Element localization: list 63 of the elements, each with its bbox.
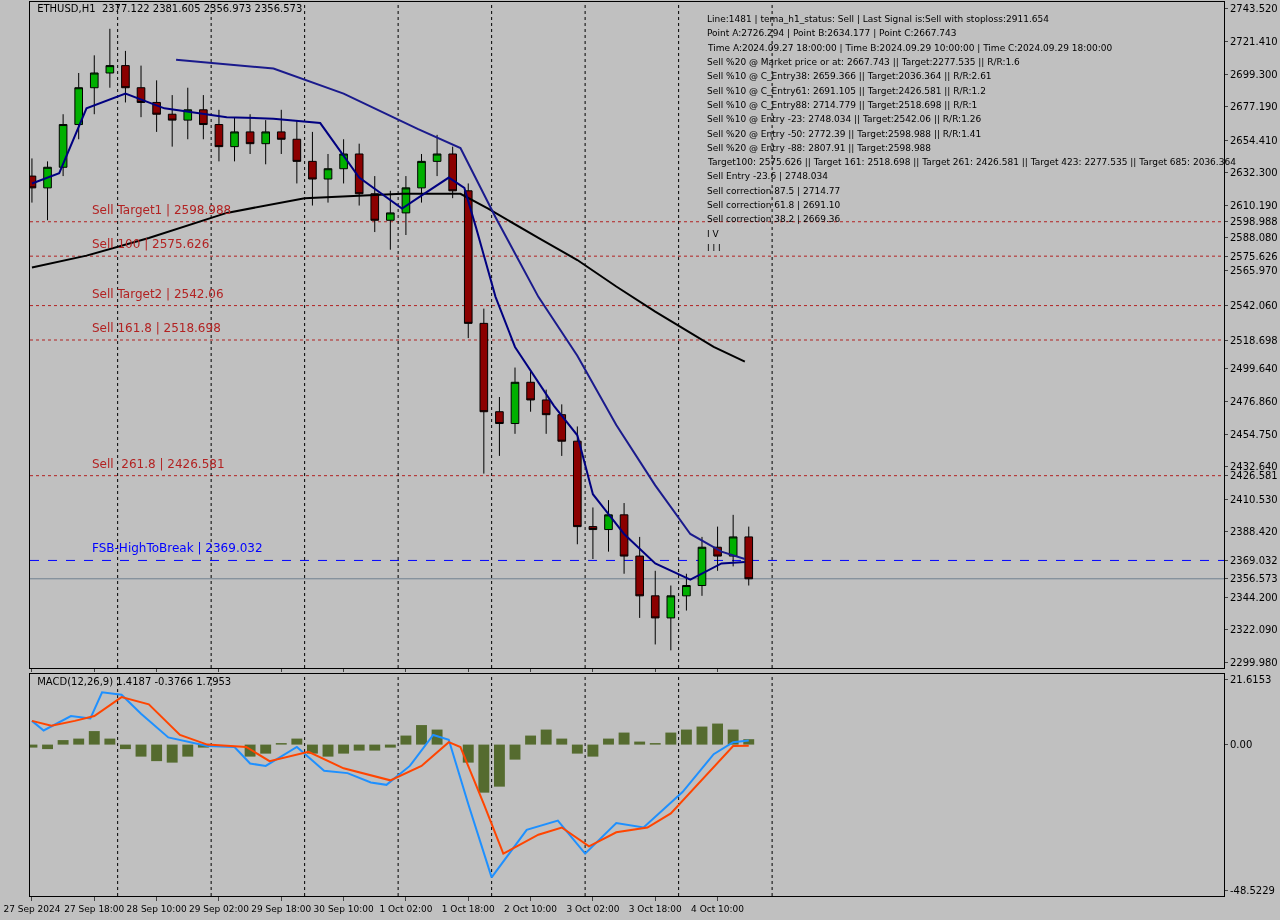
x-tick-label: 3 Oct 02:00 (566, 903, 620, 914)
y-tick-label: 0.00 (1230, 739, 1253, 751)
annotation: Line:1481 | tema_h1_status: Sell | Last Signal is:Sell with stoploss:2911.654 (707, 14, 1050, 24)
y-tick-label: 2344.200 (1230, 591, 1278, 603)
annotation: Sell %20 @ Market price or at: 2667.743 || Target:2277.535 || R/R:1.6 (707, 57, 1021, 67)
y-tick-label: 2410.530 (1230, 493, 1278, 505)
y-tick-label: 2476.860 (1230, 396, 1278, 408)
ref-line-label: Sell 161.8 | 2518.698 (92, 321, 221, 335)
y-tick-label: 2699.300 (1230, 68, 1278, 80)
annotation: Sell %20 @ Entry -88: 2807.91 || Target:2598.988 (707, 143, 932, 153)
y-tick-label: 2299.980 (1230, 656, 1278, 668)
x-tick-label: 4 Oct 10:00 (691, 903, 745, 914)
y-tick-label: 2575.626 (1230, 250, 1278, 262)
x-tick-label: 30 Sep 10:00 (313, 903, 374, 914)
annotation: Point A:2726.294 | Point B:2634.177 | Point C:2667.743 (707, 28, 957, 38)
y-tick-label: 2632.300 (1230, 167, 1278, 179)
annotation: Sell %20 @ Entry -50: 2772.39 || Target:2598.988 || R/R:1.41 (707, 129, 982, 139)
annotation: Sell correction 38.2 | 2669.36 (707, 214, 841, 224)
y-tick-label: 2356.573 (1230, 573, 1278, 585)
x-tick-label: 2 Oct 10:00 (504, 903, 558, 914)
y-tick-label: 21.6153 (1230, 674, 1272, 686)
chart-title: ETHUSD,H1 2377.122 2381.605 2356.973 2356.573 (37, 2, 303, 14)
y-tick-label: 2499.640 (1230, 362, 1278, 374)
y-tick-label: -48.5229 (1230, 884, 1275, 896)
y-tick-label: 2565.970 (1230, 264, 1278, 276)
x-tick-label: 29 Sep 02:00 (188, 903, 250, 914)
annotation: Sell %10 @ C_Entry88: 2714.779 || Target:2518.698 || R/R:1 (707, 100, 978, 110)
ref-line-label: Sell 261.8 | 2426.581 (92, 457, 225, 471)
y-tick-label: 2598.988 (1230, 216, 1278, 228)
y-tick-label: 2743.520 (1230, 3, 1278, 15)
x-tick-label: 1 Oct 02:00 (379, 903, 433, 914)
chart-title: MACD(12,26,9) 1.4187 -0.3766 1.7953 (37, 676, 232, 688)
y-tick-label: 2588.080 (1230, 232, 1278, 244)
x-tick-label: 28 Sep 10:00 (126, 903, 187, 914)
y-tick-label: 2426.581 (1230, 470, 1278, 482)
y-tick-label: 2369.032 (1230, 554, 1278, 566)
x-tick-label: 1 Oct 18:00 (441, 903, 495, 914)
y-tick-label: 2542.060 (1230, 300, 1278, 312)
y-tick-label: 2677.190 (1230, 101, 1278, 113)
annotation: Sell %10 @ C_Entry61: 2691.105 || Target:2426.581 || R/R:1.2 (707, 86, 986, 96)
annotation: Sell Entry -23.6 | 2748.034 (707, 171, 829, 181)
ref-line-label: Sell Target1 | 2598.988 (92, 203, 232, 217)
x-tick-label: 29 Sep 18:00 (251, 903, 312, 914)
annotation: Sell %10 @ C_Entry38: 2659.366 || Target:2036.364 || R/R:2.61 (707, 71, 992, 81)
y-tick-label: 2454.750 (1230, 428, 1278, 440)
annotation: Time A:2024.09.27 18:00:00 | Time B:2024.09.29 10:00:00 | Time C:2024.09.29 18:00:00 (707, 43, 1113, 53)
annotation: I I I (707, 243, 721, 253)
y-tick-label: 2610.190 (1230, 199, 1278, 211)
annotation: Sell correction 61.8 | 2691.10 (707, 200, 841, 210)
y-tick-label: 2654.410 (1230, 134, 1278, 146)
ref-line-label: FSB-HighToBreak | 2369.032 (92, 541, 263, 555)
y-tick-label: 2322.090 (1230, 624, 1278, 636)
y-tick-label: 2518.698 (1230, 334, 1278, 346)
annotation: I V (707, 229, 720, 239)
y-tick-label: 2388.420 (1230, 526, 1278, 538)
x-tick-label: 27 Sep 2024 (3, 903, 61, 914)
ref-line-label: Sell Target2 | 2542.06 (92, 287, 224, 301)
annotation: Sell correction 87.5 | 2714.77 (707, 186, 841, 196)
x-tick-label: 27 Sep 18:00 (64, 903, 125, 914)
y-tick-label: 2432.640 (1230, 461, 1278, 473)
annotation: Sell %10 @ Entry -23: 2748.034 || Target:2542.06 || R/R:1.26 (707, 114, 982, 124)
y-tick-label: 2721.410 (1230, 35, 1278, 47)
x-tick-label: 3 Oct 18:00 (628, 903, 682, 914)
